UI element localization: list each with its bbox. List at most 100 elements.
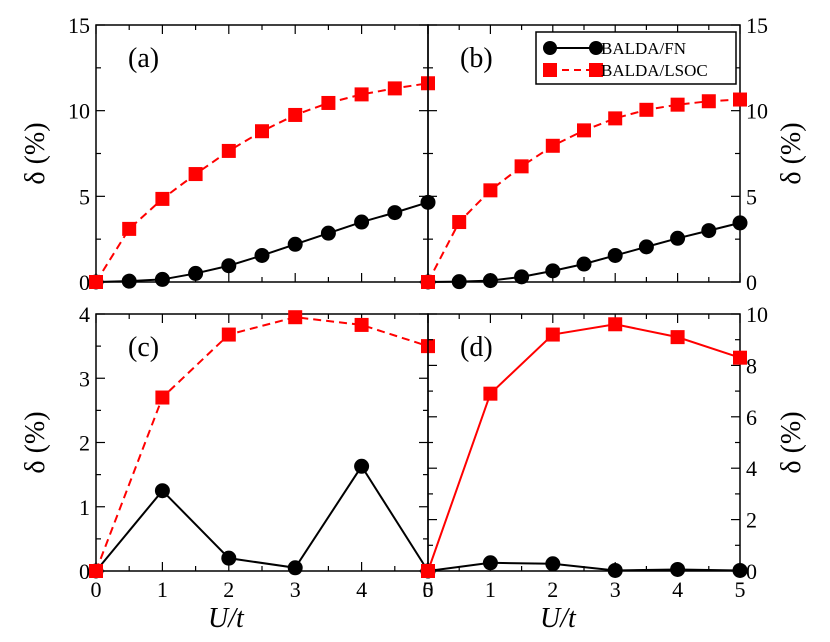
data-point-fn — [154, 483, 170, 499]
data-point-fn — [451, 274, 467, 290]
data-point-fn — [514, 269, 530, 285]
y-tick-label: 10 — [68, 99, 90, 124]
y-tick-label: 4 — [746, 456, 757, 481]
data-point-lsoc — [483, 183, 498, 198]
legend-lsoc-label: BALDA/LSOC — [601, 61, 708, 80]
panel-label: (a) — [128, 43, 159, 74]
series-line-fn — [427, 561, 741, 572]
data-point-lsoc — [639, 102, 654, 117]
y-axis-label: δ (%) — [20, 411, 51, 473]
data-point-fn — [320, 225, 336, 241]
y-tick-label: 2 — [746, 508, 757, 533]
y-tick-label: 10 — [746, 302, 768, 327]
data-point-lsoc — [89, 564, 103, 578]
x-tick-label: 5 — [423, 577, 434, 602]
legend: BALDA/FN BALDA/LSOC — [535, 31, 737, 85]
data-point-fn — [670, 230, 686, 246]
y-tick-label: 0 — [79, 270, 90, 295]
data-point-fn — [638, 239, 654, 255]
data-point-lsoc — [483, 386, 498, 401]
data-point-lsoc — [387, 81, 402, 96]
data-point-fn — [607, 562, 623, 578]
y-tick-label: 10 — [746, 99, 768, 124]
panel-label: (c) — [128, 332, 159, 363]
y-tick-label: 2 — [79, 431, 90, 456]
x-tick-label: 1 — [485, 577, 496, 602]
series-line-fn — [95, 464, 429, 572]
data-point-lsoc — [122, 221, 137, 236]
data-point-fn — [607, 247, 623, 263]
data-point-fn — [482, 273, 498, 289]
panel-label: (d) — [460, 332, 493, 363]
data-point-lsoc — [288, 310, 303, 325]
x-axis-label-right: U/t — [540, 603, 577, 634]
data-point-lsoc — [452, 215, 467, 230]
data-point-fn — [221, 258, 237, 274]
y-tick-label: 3 — [79, 366, 90, 391]
x-tick-label: 0 — [91, 577, 102, 602]
data-point-lsoc — [89, 275, 103, 289]
panel-label: (b) — [460, 43, 493, 74]
data-point-lsoc — [288, 107, 303, 122]
data-point-lsoc — [321, 95, 336, 110]
x-tick-label: 3 — [290, 577, 301, 602]
legend-box — [535, 31, 737, 85]
data-point-lsoc — [545, 138, 560, 153]
data-point-lsoc — [221, 327, 236, 342]
data-point-lsoc — [608, 317, 623, 332]
y-tick-label: 1 — [79, 495, 90, 520]
data-point-fn — [545, 556, 561, 572]
data-point-fn — [482, 555, 498, 571]
y-tick-label: 6 — [746, 405, 757, 430]
x-tick-label: 0 — [423, 577, 434, 602]
data-point-fn — [545, 263, 561, 279]
y-axis-label: δ (%) — [20, 122, 51, 184]
legend-lsoc-marker-1 — [543, 63, 557, 77]
data-point-fn — [287, 560, 303, 576]
legend-fn-label: BALDA/FN — [601, 39, 686, 58]
data-point-lsoc — [155, 191, 170, 206]
x-axis-label-left: U/t — [208, 603, 245, 634]
data-point-fn — [670, 561, 686, 577]
y-tick-label: 8 — [746, 353, 757, 378]
data-point-lsoc — [670, 330, 685, 345]
data-point-fn — [121, 273, 137, 289]
data-point-lsoc — [255, 124, 269, 139]
x-tick-label: 2 — [223, 577, 234, 602]
data-point-fn — [354, 214, 370, 230]
data-point-fn — [154, 271, 170, 287]
data-point-lsoc — [354, 317, 369, 332]
data-point-lsoc — [701, 94, 716, 109]
x-tick-label: 1 — [157, 577, 168, 602]
data-point-fn — [254, 247, 270, 263]
data-point-lsoc — [608, 111, 623, 126]
panel-1: 0 5 10 15 δ (%) (b) — [420, 13, 807, 295]
legend-fn-marker-1 — [543, 41, 557, 55]
data-point-lsoc — [421, 564, 435, 578]
data-point-fn — [732, 215, 748, 231]
data-point-fn — [188, 265, 204, 281]
y-axis-label: δ (%) — [776, 122, 807, 184]
x-tick-label: 4 — [356, 577, 367, 602]
x-tick-label: 3 — [610, 577, 621, 602]
legend-lsoc-marker-2 — [589, 63, 603, 77]
data-point-lsoc — [733, 350, 747, 365]
y-tick-label: 5 — [79, 184, 90, 209]
panel-0: 0 5 10 15 δ (%) (a) — [20, 13, 436, 295]
data-point-lsoc — [577, 123, 591, 138]
y-tick-label: 0 — [79, 559, 90, 584]
x-tick-label: 2 — [547, 577, 558, 602]
data-point-lsoc — [733, 92, 747, 107]
data-point-lsoc — [221, 143, 236, 158]
y-tick-label: 15 — [746, 13, 768, 38]
data-point-fn — [701, 223, 717, 239]
data-point-fn — [732, 562, 748, 578]
data-point-lsoc — [514, 159, 529, 174]
data-point-lsoc — [354, 87, 369, 102]
data-point-lsoc — [670, 97, 685, 112]
data-point-fn — [576, 256, 592, 272]
series-line-lsoc — [427, 323, 741, 572]
